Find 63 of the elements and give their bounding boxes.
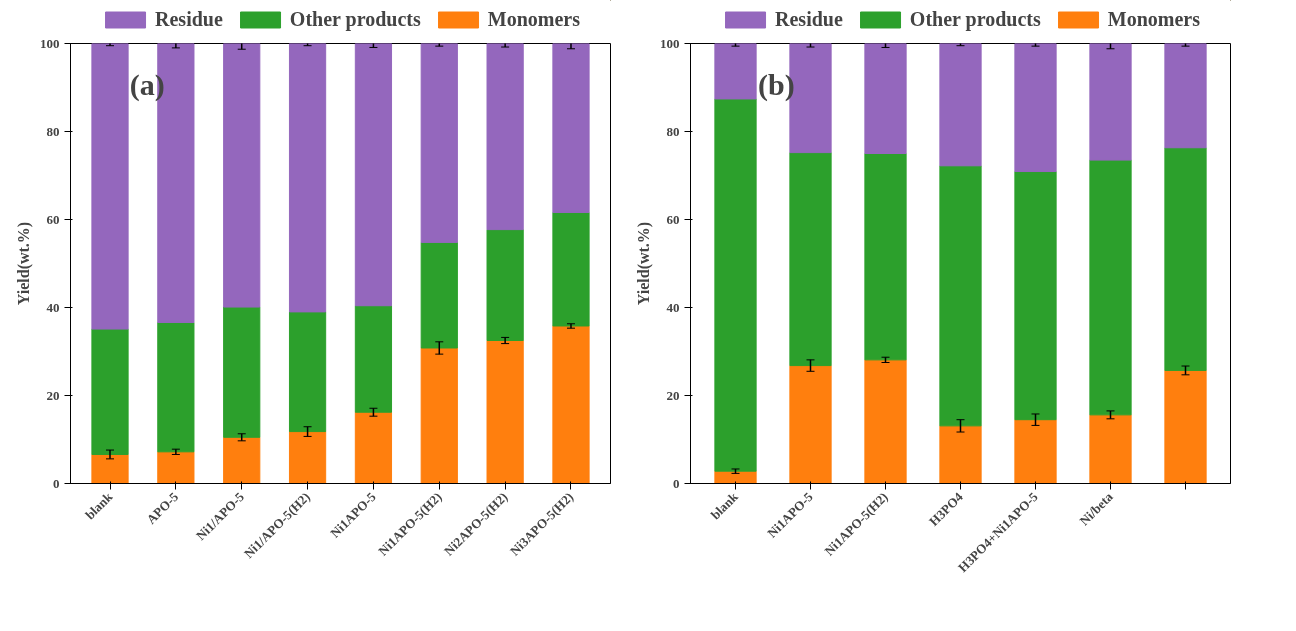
bar — [1089, 43, 1132, 161]
bar — [789, 365, 832, 484]
y-axis-title: Yield(wt.%) — [635, 221, 653, 306]
legend-label: Other products — [289, 7, 421, 31]
bar — [1014, 43, 1057, 173]
y-tick-label: 100 — [40, 35, 60, 51]
bar — [939, 165, 982, 427]
y-tick-label: 100 — [660, 35, 680, 51]
bar — [354, 411, 393, 484]
bar — [864, 359, 907, 484]
bar — [789, 152, 832, 367]
bar — [223, 306, 261, 438]
bar — [288, 43, 327, 313]
legend-label: Residue — [155, 7, 223, 31]
bar — [1164, 147, 1207, 371]
y-tick-label: 0 — [673, 475, 680, 491]
bar — [864, 43, 907, 154]
bar — [91, 328, 129, 455]
bar — [714, 470, 757, 484]
bar — [354, 305, 393, 413]
bar — [714, 43, 757, 100]
y-tick-label: 20 — [666, 387, 680, 403]
bar — [486, 229, 524, 341]
y-tick-label: 80 — [46, 123, 60, 139]
bar — [939, 425, 982, 484]
bar — [157, 451, 195, 484]
bar — [1164, 43, 1207, 149]
bar — [486, 43, 524, 231]
bar — [552, 211, 590, 327]
bar — [1014, 419, 1057, 484]
bar — [864, 153, 907, 361]
legend-label: Monomers — [487, 7, 580, 31]
y-tick-label: 40 — [46, 299, 60, 315]
bar — [223, 436, 261, 484]
y-tick-label: 40 — [666, 299, 680, 315]
bar — [1089, 159, 1132, 416]
bar — [420, 241, 458, 349]
bar — [91, 43, 129, 330]
bar — [1164, 369, 1207, 484]
bar — [288, 311, 327, 433]
bar — [354, 43, 393, 307]
bar — [486, 340, 524, 484]
bar — [157, 321, 195, 453]
y-tick-label: 0 — [53, 475, 60, 491]
bar — [420, 43, 458, 243]
legend-label: Monomers — [1107, 7, 1200, 31]
bar — [714, 98, 757, 472]
bar — [552, 43, 590, 213]
bar — [288, 431, 327, 484]
bar — [552, 325, 590, 484]
bar — [939, 43, 982, 167]
y-axis-title: Yield(wt.%) — [15, 221, 33, 306]
bar — [1014, 171, 1057, 421]
y-tick-label: 60 — [46, 211, 60, 227]
legend-label: Other products — [909, 7, 1041, 31]
y-tick-label: 80 — [666, 123, 680, 139]
bar — [223, 43, 261, 308]
bar — [420, 347, 458, 484]
bar — [1089, 414, 1132, 484]
y-tick-label: 20 — [46, 387, 60, 403]
y-tick-label: 60 — [666, 211, 680, 227]
bar — [91, 453, 129, 484]
legend-label: Residue — [775, 7, 843, 31]
